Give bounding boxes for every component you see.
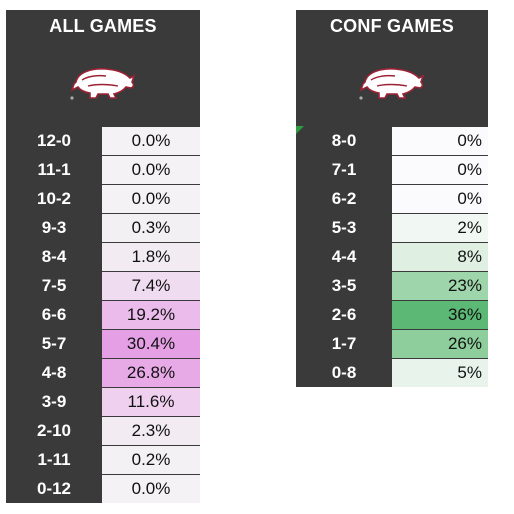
probability-cell: 1.8% <box>102 243 200 271</box>
probability-cell: 0% <box>392 185 488 213</box>
table-row: 0-8 5% <box>296 358 488 387</box>
record-label: 0-8 <box>331 362 357 382</box>
record-label: 7-1 <box>331 159 357 179</box>
probability-cell: 26% <box>392 330 488 358</box>
probability-cell: 0.0% <box>102 185 200 213</box>
record-label: 4-8 <box>41 362 67 382</box>
table-row: 3-5 23% <box>296 271 488 300</box>
table-row: 12-0 0.0% <box>6 126 200 155</box>
record-label: 12-0 <box>36 130 72 150</box>
table-row: 4-8 26.8% <box>6 358 200 387</box>
table-row: 7-5 7.4% <box>6 271 200 300</box>
record-label: 8-0 <box>331 130 357 150</box>
record-label: 6-2 <box>331 188 357 208</box>
all-games-title: ALL GAMES <box>49 16 157 36</box>
record-label: 2-6 <box>331 304 357 324</box>
table-row: 1-7 26% <box>296 329 488 358</box>
all-games-header: ALL GAMES <box>6 10 200 126</box>
record-label: 1-11 <box>37 449 71 469</box>
record-label: 3-9 <box>41 391 67 411</box>
table-row: 7-1 0% <box>296 155 488 184</box>
record-label: 2-10 <box>36 420 72 440</box>
table-row: 2-10 2.3% <box>6 416 200 445</box>
table-row: 10-2 0.0% <box>6 184 200 213</box>
razorback-hog-icon <box>359 68 425 100</box>
probability-cell: 26.8% <box>102 359 200 387</box>
table-row: 3-9 11.6% <box>6 387 200 416</box>
probability-cell: 0.2% <box>102 446 200 474</box>
record-label: 11-1 <box>37 159 71 179</box>
record-label: 5-7 <box>41 333 67 353</box>
record-label: 5-3 <box>331 217 357 237</box>
razorback-hog-icon <box>70 68 136 100</box>
table-row: 6-2 0% <box>296 184 488 213</box>
probability-cell: 30.4% <box>102 330 200 358</box>
probability-cell: 0% <box>392 156 488 184</box>
probability-cell: 36% <box>392 301 488 329</box>
table-row: 8-0 0% <box>296 126 488 155</box>
record-label: 3-5 <box>331 275 357 295</box>
probability-cell: 0.0% <box>102 127 200 155</box>
probability-cell: 11.6% <box>102 388 200 416</box>
table-row: 1-11 0.2% <box>6 445 200 474</box>
record-label: 1-7 <box>331 333 357 353</box>
table-row: 6-6 19.2% <box>6 300 200 329</box>
all-games-rows: 12-0 0.0% 11-1 0.0% 10-2 0.0% 9-3 0.3% 8-4 1.8% 7-… <box>6 126 200 503</box>
probability-cell: 23% <box>392 272 488 300</box>
table-row: 4-4 8% <box>296 242 488 271</box>
all-games-table: ALL GAMES 12-0 0.0% 11-1 0.0% 10-2 0.0% 9-3 0.3… <box>6 10 200 503</box>
probability-cell: 5% <box>392 359 488 387</box>
probability-cell: 2.3% <box>102 417 200 445</box>
probability-cell: 0.0% <box>102 475 200 503</box>
record-label: 0-12 <box>36 478 72 498</box>
probability-cell: 0.0% <box>102 156 200 184</box>
probability-cell: 0% <box>392 127 488 155</box>
table-row: 0-12 0.0% <box>6 474 200 503</box>
table-row: 11-1 0.0% <box>6 155 200 184</box>
table-row: 5-7 30.4% <box>6 329 200 358</box>
probability-cell: 8% <box>392 243 488 271</box>
conf-games-header: CONF GAMES <box>296 10 488 134</box>
record-label: 7-5 <box>41 275 67 295</box>
record-label: 10-2 <box>36 188 72 208</box>
record-label: 6-6 <box>41 304 67 324</box>
cell-corner-marker <box>296 126 304 134</box>
probability-cell: 7.4% <box>102 272 200 300</box>
record-label: 4-4 <box>331 246 357 266</box>
conf-games-table: CONF GAMES 8-0 0% 7-1 0% 6-2 0% 5-3 2% 4-4 8% 3-5 2… <box>296 10 488 387</box>
probability-cell: 0.3% <box>102 214 200 242</box>
table-row: 9-3 0.3% <box>6 213 200 242</box>
record-label: 9-3 <box>41 217 67 237</box>
record-label: 8-4 <box>41 246 67 266</box>
table-row: 5-3 2% <box>296 213 488 242</box>
table-row: 8-4 1.8% <box>6 242 200 271</box>
table-row: 2-6 36% <box>296 300 488 329</box>
probability-cell: 19.2% <box>102 301 200 329</box>
conf-games-title: CONF GAMES <box>329 16 454 36</box>
probability-cell: 2% <box>392 214 488 242</box>
conf-games-rows: 8-0 0% 7-1 0% 6-2 0% 5-3 2% 4-4 8% 3-5 23% 2-6 36% 1-7… <box>296 126 488 387</box>
